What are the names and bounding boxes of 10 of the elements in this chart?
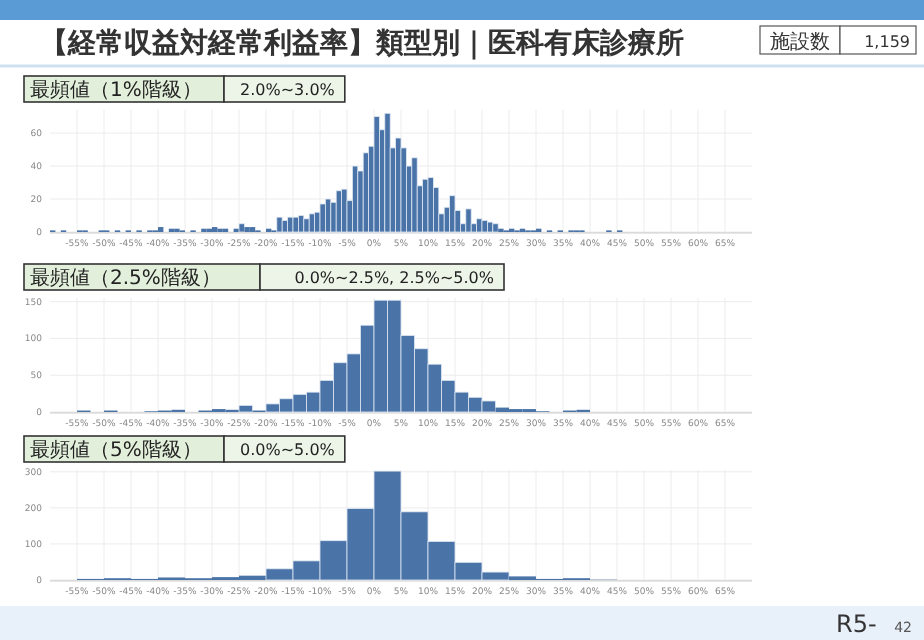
text: R5- [836, 610, 877, 638]
text: 最頻値（1%階級） [30, 78, 202, 102]
chart-title: 【経常収益対経常利益率】類型別｜医科有床診療所 [40, 26, 684, 60]
text: 最頻値（2.5%階級） [30, 266, 221, 290]
text: 2.0%~3.0% [240, 81, 336, 99]
text: 0.0%~2.5%, 2.5%~5.0% [294, 269, 495, 287]
text: 施設数 [770, 30, 830, 54]
text: 1,159 [864, 33, 910, 51]
text: 最頻値（5%階級） [30, 438, 202, 462]
text: 0.0%~5.0% [240, 441, 336, 459]
